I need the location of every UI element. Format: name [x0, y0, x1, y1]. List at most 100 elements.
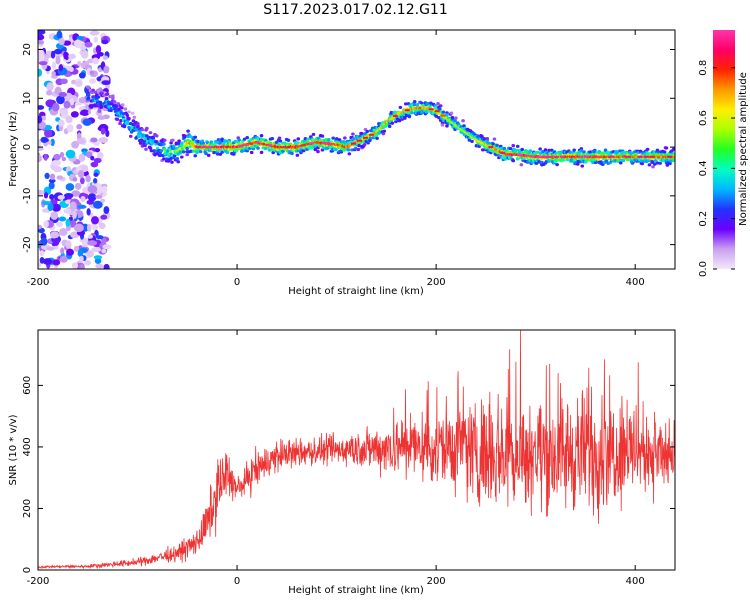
- spectrogram-cell: [604, 159, 609, 163]
- spectrogram-cell: [85, 104, 90, 110]
- spectrogram-cell: [154, 134, 159, 138]
- spectrogram-cell: [560, 155, 566, 158]
- spectrogram-cell: [114, 104, 119, 108]
- spectrogram-cell: [76, 81, 82, 86]
- spectrogram-marks: [38, 30, 675, 269]
- spectrogram-cell: [43, 124, 53, 131]
- spectrogram-cell: [242, 137, 247, 141]
- colorbar: 0.0 0.2 0.4 0.6 0.8 Normalized spectral ampl…: [698, 30, 749, 277]
- spectrogram-cell: [47, 203, 54, 211]
- spectrogram-cell: [259, 150, 264, 154]
- spectrogram-cell: [98, 137, 109, 143]
- spectrogram-cell: [131, 119, 136, 123]
- spectrogram-cell: [74, 182, 82, 190]
- spectrogram-cell: [649, 155, 655, 158]
- spectrogram-cell: [148, 146, 153, 150]
- spectrogram-cell: [38, 34, 45, 41]
- spectrogram-cell: [638, 149, 643, 153]
- spectrogram-cell: [86, 223, 92, 232]
- spectrogram-cell: [52, 259, 61, 266]
- spectrogram-cell: [71, 262, 79, 269]
- spectrogram-cell: [264, 146, 268, 150]
- spectrogram-cell: [38, 30, 46, 35]
- spectrogram-cell: [79, 263, 85, 269]
- spectrogram-cell: [71, 190, 81, 197]
- spectrogram-cell: [237, 138, 241, 142]
- spectrogram-cell: [548, 155, 554, 158]
- spectrogram-cell: [303, 136, 308, 141]
- spectrogram-cell: [206, 153, 211, 157]
- spectrogram-cell: [125, 113, 129, 117]
- spectrogram-cell: [394, 119, 398, 124]
- spectrogram-cell: [56, 95, 65, 105]
- spectrogram-cell: [592, 150, 597, 154]
- y-tick-label: 600: [22, 376, 33, 395]
- spectrogram-cell: [327, 142, 333, 145]
- spectrogram-cell: [185, 153, 189, 157]
- spectrogram-cell: [38, 146, 44, 151]
- spectrogram-cell: [639, 159, 644, 163]
- spectrogram-cell: [77, 249, 84, 257]
- spectrogram-cell: [511, 144, 516, 148]
- spectrogram-cell: [169, 141, 173, 145]
- spectrogram-cell: [500, 151, 506, 154]
- spectrogram-cell: [268, 141, 273, 145]
- spectrogram-cell: [38, 40, 45, 45]
- spectrogram-cell: [97, 115, 106, 120]
- spectrogram-cell: [38, 115, 43, 124]
- spectrogram-cell: [180, 155, 184, 159]
- spectrogram-cell: [193, 135, 198, 139]
- spectrogram-cell: [59, 227, 68, 237]
- spectrogram-cell: [382, 129, 387, 133]
- spectrogram-cell: [104, 97, 109, 101]
- spectrogram-cell: [186, 129, 190, 133]
- spectrogram-cell: [73, 245, 80, 252]
- spectrogram-cell: [87, 193, 97, 202]
- spectrogram-cell: [65, 183, 75, 191]
- spectrogram-cell: [144, 147, 148, 151]
- spectrogram-cell: [38, 189, 45, 196]
- spectrogram-cell: [331, 136, 336, 140]
- spectrogram-cell: [485, 136, 490, 141]
- spectrogram-cell: [89, 30, 100, 36]
- spectrogram-cell: [270, 136, 275, 141]
- spectrogram-cell: [309, 142, 315, 145]
- spectrogram-cell: [65, 240, 72, 249]
- spectrogram-cell: [317, 144, 322, 148]
- spectrogram-cell: [130, 111, 135, 115]
- spectrogram-cell: [82, 118, 92, 126]
- spectrogram-cell: [449, 111, 454, 115]
- spectrogram-cell: [352, 137, 356, 141]
- spectrogram-cell: [92, 178, 98, 184]
- spectrogram-cell: [93, 255, 103, 260]
- spectrogram-x-ticks: -200 0 200 400: [27, 30, 645, 288]
- x-tick-label: 0: [234, 576, 240, 587]
- spectrogram-cell: [243, 143, 249, 146]
- chart-title: S117.2023.017.02.12.G11: [263, 2, 448, 18]
- spectrogram-cell: [63, 100, 71, 109]
- spectrogram-cell: [95, 194, 103, 199]
- spectrogram-cell: [136, 122, 140, 126]
- spectrogram-cell: [170, 160, 174, 164]
- spectrogram-cell: [520, 147, 525, 152]
- spectrogram-cell: [79, 255, 84, 263]
- spectrogram-cell: [368, 138, 372, 142]
- spectrogram-cell: [271, 148, 275, 152]
- spectrogram-cell: [49, 199, 58, 206]
- spectrogram-cell: [412, 99, 417, 104]
- colorbar-tick-label: 0.4: [698, 160, 709, 176]
- spectrogram-cell: [222, 141, 226, 145]
- spectrogram-cell: [123, 107, 128, 111]
- spectrogram-cell: [306, 137, 310, 141]
- spectrogram-cell: [87, 240, 98, 246]
- spectrogram-cell: [121, 112, 126, 116]
- spectrogram-cell: [55, 55, 61, 65]
- spectrogram-cell: [434, 110, 440, 113]
- x-tick-label: 400: [626, 277, 645, 288]
- spectrogram-cell: [38, 262, 42, 268]
- spectrogram-cell: [672, 157, 675, 162]
- spectrogram-cell: [93, 172, 99, 177]
- spectrogram-cell: [353, 146, 358, 151]
- spectrogram-cell: [60, 78, 68, 85]
- spectrogram-cell: [212, 150, 216, 155]
